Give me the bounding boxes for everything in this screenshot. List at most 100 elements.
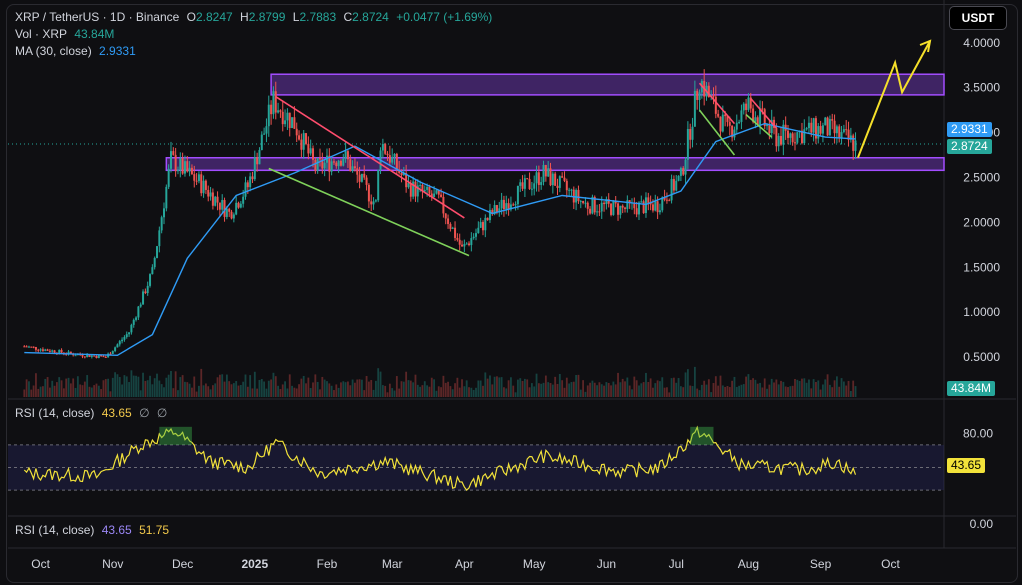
candle-body: [817, 126, 820, 139]
volume-bar: [167, 374, 170, 397]
candle-body: [656, 201, 659, 213]
volume-bar: [72, 378, 75, 397]
volume-bar: [379, 371, 382, 397]
volume-bar: [663, 387, 666, 397]
candle-body: [272, 91, 275, 115]
volume-bar: [195, 391, 198, 397]
candle-body: [83, 356, 86, 358]
candle-body: [787, 130, 789, 138]
high-value: 2.8799: [248, 10, 286, 24]
candle-body: [260, 134, 263, 151]
volume-bar: [700, 384, 703, 397]
volume-bar: [88, 386, 91, 397]
candle-body: [519, 182, 522, 186]
candle-body: [223, 200, 226, 217]
candle-body: [151, 267, 154, 275]
volume-bar: [686, 369, 689, 397]
volume-bar: [97, 385, 100, 397]
volume-bar: [505, 388, 508, 397]
candle-body: [477, 227, 480, 234]
candle-body: [819, 126, 822, 134]
volume-bar: [128, 382, 130, 397]
volume-bar: [337, 387, 340, 397]
volume-bar: [28, 381, 30, 397]
candle-body: [472, 236, 475, 239]
volume-bar: [149, 375, 151, 397]
volume-bar: [444, 382, 447, 397]
volume-bar: [693, 366, 696, 397]
volume-bar: [221, 374, 224, 397]
candle-body: [100, 355, 103, 357]
volume-bar: [449, 386, 452, 397]
candle-body: [384, 144, 387, 154]
candle-body: [579, 200, 582, 202]
candle-body: [174, 154, 177, 172]
volume-bar: [340, 382, 342, 397]
volume-bar: [824, 379, 827, 397]
candle-body: [756, 117, 759, 126]
chart-frame: [6, 4, 1018, 583]
candle-body: [495, 205, 498, 213]
volume-bar: [631, 389, 633, 397]
volume-bar: [561, 380, 564, 397]
candle-body: [353, 166, 356, 169]
volume-bar: [670, 378, 673, 397]
candle-body: [400, 172, 403, 176]
volume-bar: [475, 387, 477, 397]
volume-bar: [808, 379, 810, 397]
candle-body: [707, 85, 710, 97]
volume-bar: [60, 380, 63, 397]
volume-bar: [288, 374, 291, 397]
candle-body: [586, 202, 589, 209]
candle-body: [488, 209, 491, 221]
candle-body: [698, 92, 701, 100]
candle-body: [395, 153, 398, 170]
volume-bar: [184, 381, 186, 397]
volume-bar: [484, 372, 487, 397]
candle-body: [596, 211, 599, 213]
candle-body: [570, 189, 573, 191]
volume-bar: [333, 390, 335, 397]
volume-bar: [414, 374, 417, 397]
volume-bar: [358, 379, 361, 397]
volume-bar: [829, 384, 831, 397]
volume-bar: [251, 388, 254, 397]
candle-body: [235, 202, 238, 215]
candle-body: [684, 159, 687, 175]
candle-body: [831, 119, 834, 121]
volume-bar: [640, 383, 643, 397]
volume-bar: [556, 383, 559, 397]
rsi-overbought-fill: [690, 426, 714, 445]
currency-button[interactable]: USDT: [949, 6, 1007, 30]
projection-arrow: [856, 40, 931, 159]
candle-body: [346, 151, 349, 160]
volume-bar: [749, 379, 752, 397]
volume-bar: [316, 381, 319, 397]
candle-body: [237, 202, 240, 208]
candle-body: [97, 355, 100, 358]
volume-bar: [479, 380, 482, 397]
candle-body: [176, 169, 179, 172]
candle-body: [535, 172, 538, 184]
candle-body: [23, 346, 26, 348]
volume-bar: [500, 377, 503, 397]
volume-bar: [349, 385, 352, 397]
volume-bar: [118, 377, 121, 397]
candle-body: [537, 172, 540, 185]
rsi2-label: RSI (14, close): [15, 523, 95, 537]
candle-body: [216, 196, 219, 203]
candle-body: [356, 168, 359, 175]
candle-body: [759, 108, 762, 126]
volume-bar: [69, 383, 72, 397]
candle-body: [726, 116, 729, 123]
candle-body: [812, 118, 815, 133]
volume-bar: [719, 375, 722, 397]
candle-body: [365, 177, 368, 185]
candle-body: [677, 175, 680, 181]
time-tick-label: Dec: [172, 557, 193, 571]
volume-bar: [100, 389, 103, 397]
candle-body: [153, 257, 156, 268]
candle-body: [540, 182, 543, 185]
volume-value: 43.84M: [74, 27, 115, 41]
